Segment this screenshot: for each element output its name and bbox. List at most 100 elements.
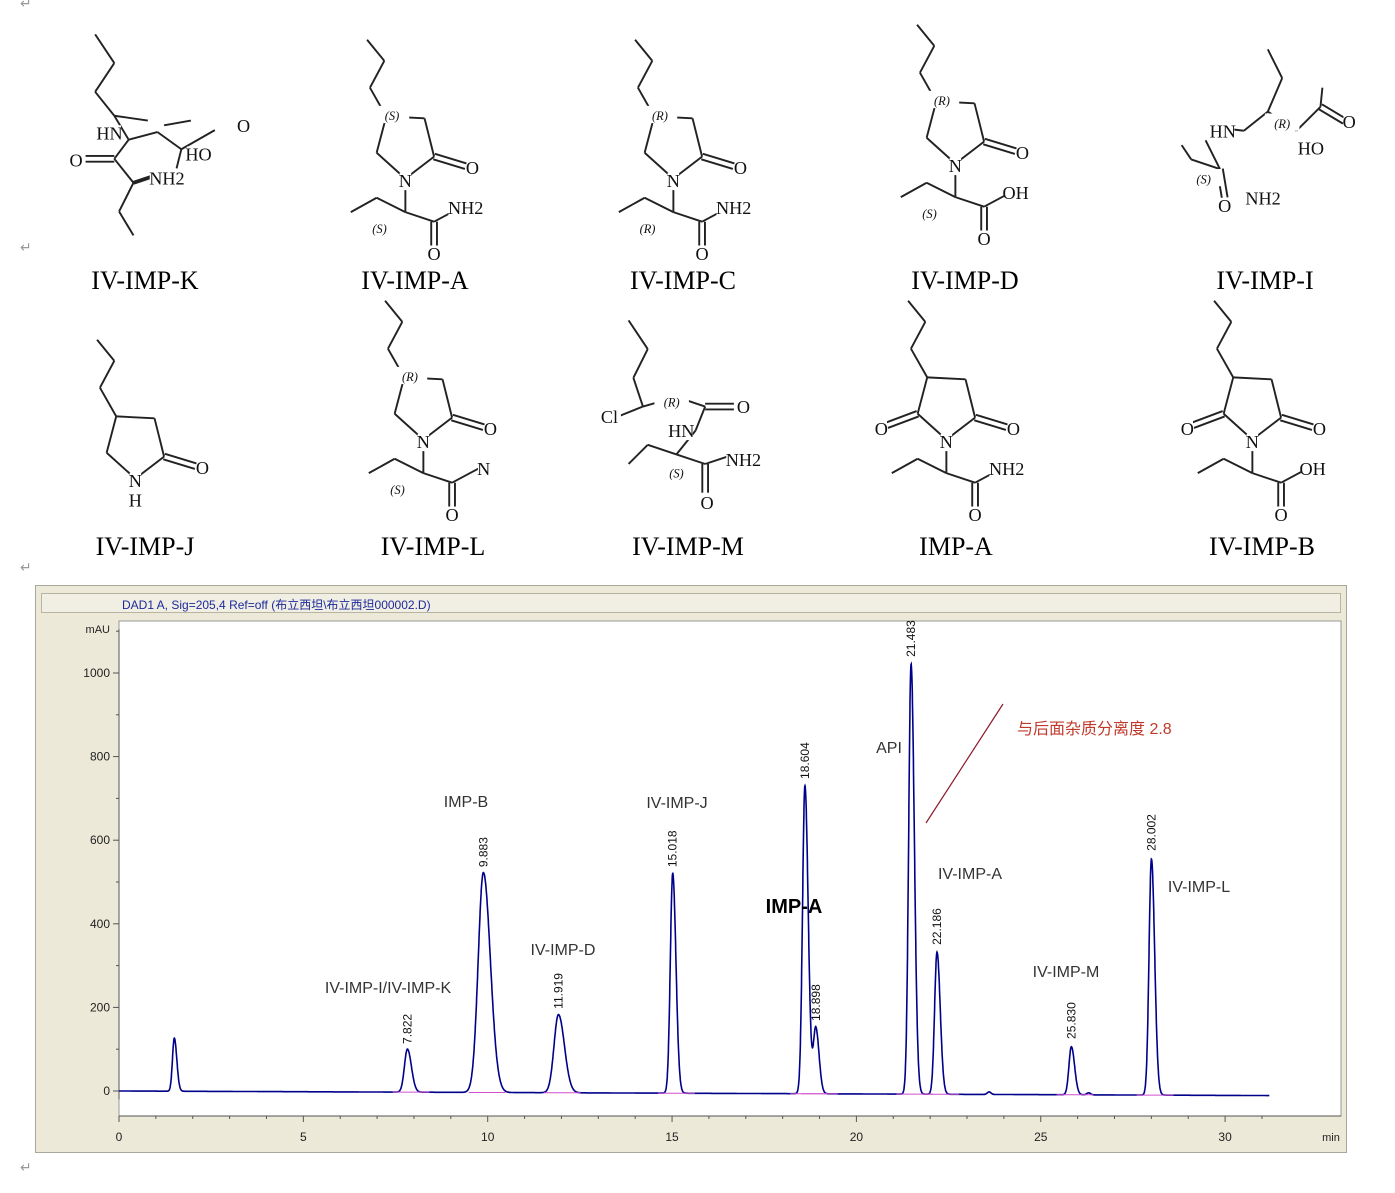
bond: [919, 45, 936, 74]
retention-time-label: 11.919: [551, 973, 565, 1009]
atom-label: NH2: [448, 198, 483, 218]
atom-label: N: [417, 432, 430, 452]
retention-time-label: 18.898: [809, 984, 823, 1021]
atom-label-bg: [448, 199, 483, 217]
bond: [632, 348, 649, 379]
bond: [891, 457, 919, 474]
atom-label: N: [399, 171, 412, 191]
compound-name: IV-IMP-I: [1216, 266, 1314, 295]
double-bond: [1321, 103, 1347, 120]
bond: [105, 416, 118, 454]
double-bond: [1281, 413, 1314, 426]
atom-label-bg: [484, 420, 497, 438]
y-tick-label: 400: [90, 917, 110, 931]
compound-name: IV-IMP-M: [632, 532, 744, 561]
bond: [927, 376, 966, 381]
retention-time-label: 25.830: [1064, 1002, 1078, 1039]
compound-name: IV-IMP-A: [361, 266, 469, 295]
atom-label: (R): [1274, 117, 1290, 131]
atom-label-bg: [669, 422, 693, 441]
resolution-annotation: 与后面杂质分离度 2.8: [1017, 720, 1172, 738]
bond: [618, 196, 646, 213]
bond: [94, 33, 116, 64]
peak-name-label: IV-IMP-I/IV-IMP-K: [325, 980, 452, 997]
atom-label-bg: [1343, 113, 1355, 131]
atom-label: HN: [668, 421, 694, 441]
bond: [694, 406, 707, 431]
peak-name-label: IV-IMP-L: [1168, 879, 1230, 896]
bond: [114, 114, 148, 122]
bond: [384, 300, 404, 323]
atom-label: O: [701, 493, 714, 513]
y-tick-label: 800: [90, 750, 110, 764]
atom-label: (S): [372, 222, 387, 236]
structure-imp-a: N O O O NH2: [861, 296, 1071, 525]
atom-label-bg: [1211, 123, 1235, 141]
bond: [99, 387, 118, 417]
atom-label: N: [1246, 432, 1259, 452]
bond: [153, 418, 166, 457]
bond: [973, 103, 986, 142]
structure-iv-imp-c: N O (R) (R) O NH2: [588, 35, 798, 264]
bond: [910, 321, 927, 350]
bond: [1270, 379, 1283, 418]
bond: [637, 60, 654, 89]
structure-drawing: NO(R)(S)ON: [368, 300, 497, 525]
structure-drawing: N O O O OH: [1181, 300, 1326, 525]
atom-label-bg: [428, 245, 440, 263]
bond: [113, 115, 130, 141]
retention-time-label: 9.883: [476, 837, 490, 867]
paragraph-mark: ↵: [20, 560, 32, 576]
bond: [394, 457, 424, 474]
retention-time-label: 15.018: [666, 830, 680, 867]
double-bond: [432, 158, 466, 170]
compound-name: IV-IMP-B: [1209, 532, 1315, 561]
atom-label: HN: [1210, 121, 1236, 141]
bond: [1319, 87, 1324, 107]
x-tick-label: 25: [1034, 1130, 1048, 1144]
atom-label-bg: [98, 125, 122, 143]
atom-label-bg: [1301, 460, 1325, 478]
atom-label-bg: [196, 459, 209, 477]
bond: [634, 39, 654, 62]
structure-drawing: HN (R) O HO (S) O NH2: [1180, 48, 1356, 216]
atom-label-bg: [912, 203, 947, 222]
x-tick-label: 20: [850, 1130, 864, 1144]
atom-label: O: [969, 505, 982, 521]
compound-name: IMP-A: [919, 532, 993, 561]
double-bond: [702, 152, 735, 165]
bond: [946, 472, 976, 484]
x-tick-label: 0: [116, 1130, 123, 1144]
atom-label: N: [949, 156, 962, 176]
annotation-line: [925, 703, 1004, 824]
peak-name-label: IMP-B: [444, 794, 488, 811]
atom-label: (R): [402, 370, 418, 384]
x-tick-label: 15: [665, 1130, 679, 1144]
x-tick-label: 5: [300, 1130, 307, 1144]
retention-time-label: 7.822: [400, 1014, 414, 1044]
atom-label-bg: [734, 159, 747, 177]
paragraph-mark: ↵: [20, 0, 32, 12]
structure-iv-imp-b: N O O O OH: [1167, 296, 1377, 525]
y-tick-label: 600: [90, 833, 110, 847]
structure-drawing: N O (R) (S) O OH: [900, 24, 1029, 249]
atom-label: OH: [1300, 459, 1326, 479]
atom-label-bg: [667, 172, 680, 191]
atom-label-bg: [374, 105, 410, 124]
atom-label: OH: [1003, 183, 1029, 203]
y-tick-label: 0: [103, 1084, 110, 1098]
bond: [116, 415, 155, 420]
atom-label: O: [1275, 505, 1288, 521]
retention-time-label: 28.002: [1144, 814, 1158, 851]
atom-label: O: [1181, 419, 1194, 439]
retention-time-label: 21.483: [904, 620, 918, 657]
double-bond: [162, 458, 196, 470]
atom-label-bg: [362, 218, 397, 237]
double-bond: [164, 452, 197, 465]
atom-label-bg: [129, 472, 142, 491]
atom-label: N: [477, 459, 490, 479]
double-bond: [984, 137, 1017, 150]
bond: [627, 444, 649, 465]
bond: [350, 196, 378, 213]
structure-drawing: N O (S) (S) O NH2: [350, 39, 483, 264]
